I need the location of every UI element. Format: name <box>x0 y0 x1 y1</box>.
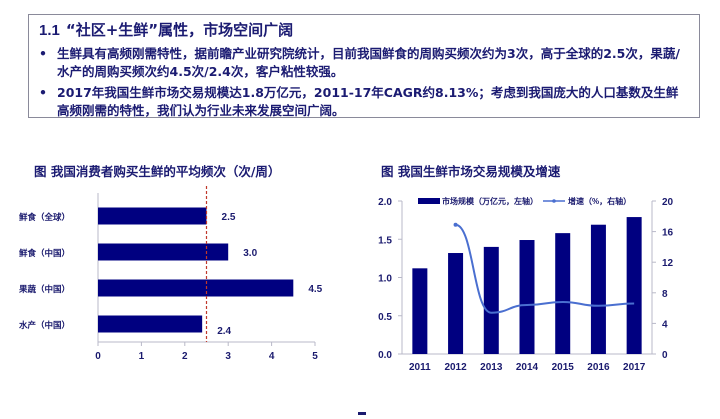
category-label: 水产（中国） <box>18 320 70 330</box>
bar <box>519 240 535 354</box>
left-y-tick-label: 0.0 <box>378 350 392 361</box>
bar <box>98 207 207 225</box>
category-label: 鲜食（中国） <box>19 248 70 258</box>
bar <box>98 315 203 333</box>
bar <box>412 268 428 354</box>
bar <box>626 217 642 354</box>
x-tick-label: 0 <box>95 351 101 362</box>
bar <box>590 224 606 354</box>
bullet-dot: • <box>39 85 47 100</box>
x-tick-label: 4 <box>269 351 275 362</box>
page-marker <box>358 412 366 415</box>
category-label: 果蔬（中国） <box>18 284 70 294</box>
left-y-tick-label: 1.0 <box>378 274 392 285</box>
bullet-text: 2017年我国生鲜市场交易规模达1.8万亿元，2011-17年CAGR约8.13… <box>57 85 679 118</box>
bar <box>98 279 294 297</box>
bar <box>483 246 499 354</box>
bullet-text: 生鲜具有高频刚需特性，据前瞻产业研究院统计，目前我国鲜食的周购买频次约为3次，高… <box>57 46 680 79</box>
growth-line <box>455 223 635 314</box>
x-tick-label: 2011 <box>409 362 431 373</box>
section-number: 1.1 <box>39 22 60 39</box>
x-tick-label: 2017 <box>623 362 646 373</box>
left-y-tick-label: 1.5 <box>378 235 392 246</box>
right-y-tick-label: 0 <box>662 350 668 361</box>
left-y-tick-label: 0.5 <box>378 312 392 323</box>
bar <box>448 253 464 354</box>
right-y-tick-label: 16 <box>662 228 674 239</box>
x-tick-label: 1 <box>139 351 145 362</box>
bullet-1: • 生鲜具有高频刚需特性，据前瞻产业研究院统计，目前我国鲜食的周购买频次约为3次… <box>39 45 689 81</box>
legend-bar-label: 市场规模（万亿元，左轴） <box>442 196 538 206</box>
right-y-tick-label: 8 <box>662 289 668 300</box>
right-y-tick-label: 20 <box>662 197 674 208</box>
x-tick-label: 2014 <box>516 362 539 373</box>
x-tick-label: 2 <box>182 351 188 362</box>
x-tick-label: 2016 <box>587 362 610 373</box>
right-y-tick-label: 12 <box>662 258 674 269</box>
x-tick-label: 2015 <box>552 362 575 373</box>
category-label: 鲜食（全球） <box>19 212 70 222</box>
right-y-tick-label: 4 <box>662 319 668 330</box>
legend-line-label: 增速（%，右轴） <box>568 196 631 206</box>
value-label: 3.0 <box>243 248 257 259</box>
section-title-text: “社区+生鲜”属性，市场空间广阔 <box>65 21 294 39</box>
value-label: 2.5 <box>222 212 236 223</box>
x-tick-label: 2013 <box>480 362 503 373</box>
left-y-tick-label: 2.0 <box>378 197 392 208</box>
bullet-dot: • <box>39 46 47 61</box>
x-tick-label: 2012 <box>444 362 467 373</box>
x-tick-label: 5 <box>312 351 318 362</box>
value-label: 4.5 <box>308 284 322 295</box>
left-chart-title: 图 我国消费者购买生鲜的平均频次（次/周） <box>34 164 281 179</box>
x-tick-label: 3 <box>225 351 231 362</box>
frequency-bar-chart: 0 1 2 3 4 5 鲜食（全球） 2.5 鲜食（中国） 3.0 果蔬（中国） 4.5 水产（中国） 2… <box>18 186 323 362</box>
summary-box: 1.1 “社区+生鲜”属性，市场空间广阔 • 生鲜具有高频刚需特性，据前瞻产业研究… <box>28 14 700 118</box>
right-chart-title: 图 我国生鲜市场交易规模及增速 <box>381 164 561 179</box>
legend-bar-swatch <box>418 198 440 204</box>
market-size-combo-chart: 0.0 0.5 1.0 1.5 2.0 0 4 8 12 16 20 2011 2012 2013 2014… <box>378 196 674 373</box>
value-label: 2.4 <box>217 326 231 337</box>
bar <box>98 243 229 261</box>
bullet-2: • 2017年我国生鲜市场交易规模达1.8万亿元，2011-17年CAGR约8.… <box>39 84 689 120</box>
bar <box>555 233 571 354</box>
section-title: 1.1 “社区+生鲜”属性，市场空间广阔 <box>39 19 689 42</box>
